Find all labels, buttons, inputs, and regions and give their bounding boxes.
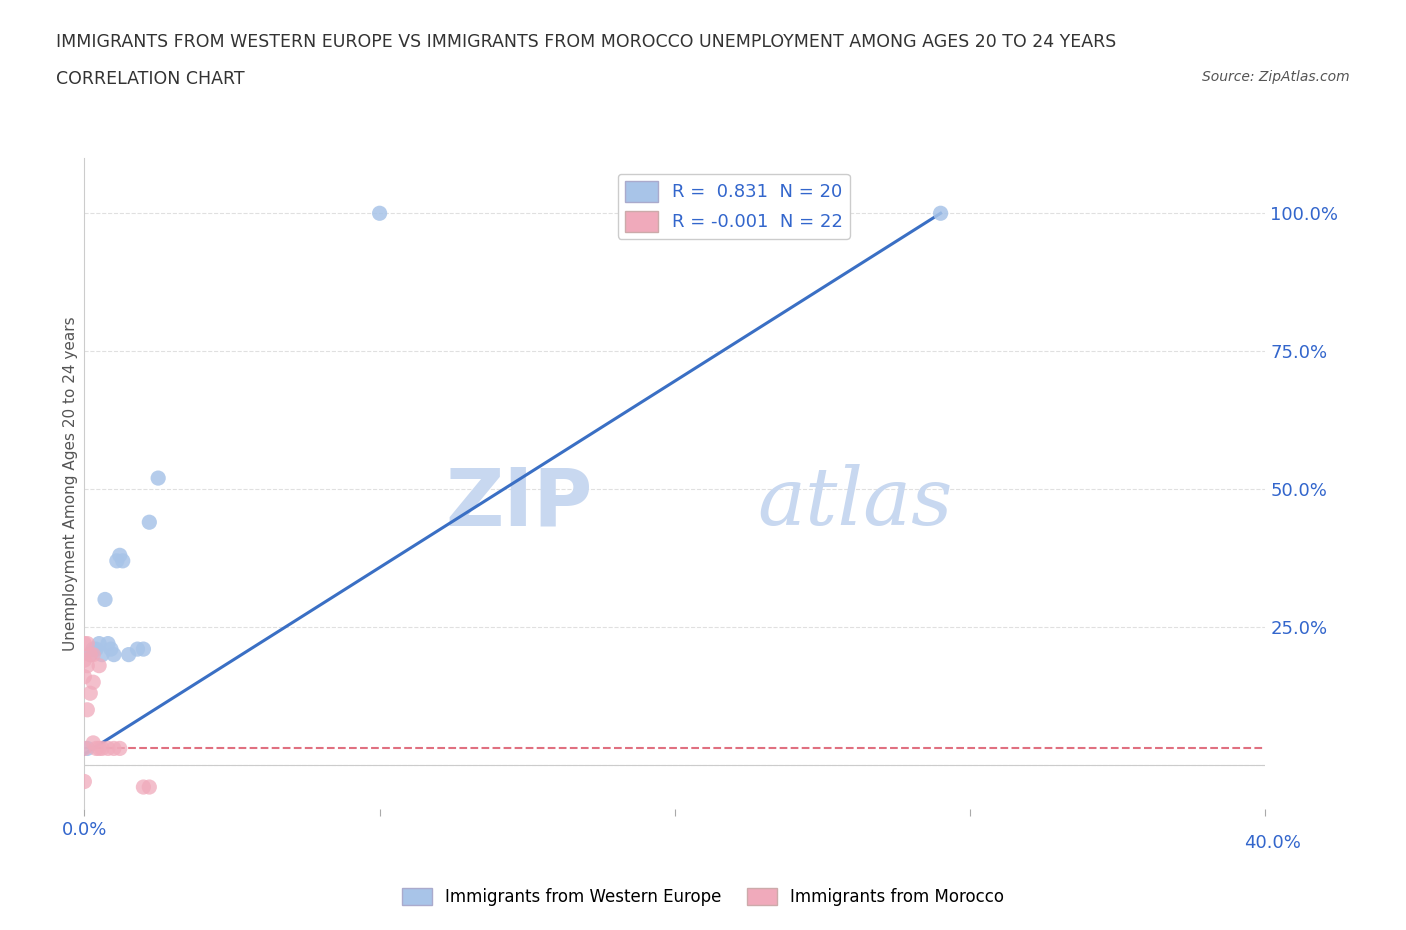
Point (73, 636, 96, 651)
Text: ZIP: ZIP (444, 464, 592, 542)
Point (73, 774, 96, 789)
Point (82, 647, 104, 662)
Point (84, 741, 107, 756)
Point (82, 736, 104, 751)
Point (103, 741, 125, 756)
Text: 40.0%: 40.0% (1244, 834, 1301, 852)
Point (82, 675, 104, 690)
Text: atlas: atlas (758, 464, 953, 542)
Point (79, 647, 101, 662)
Legend: Immigrants from Western Europe, Immigrants from Morocco: Immigrants from Western Europe, Immigran… (395, 881, 1011, 912)
Point (84, 642, 107, 657)
Legend: R =  0.831  N = 20, R = -0.001  N = 22: R = 0.831 N = 20, R = -0.001 N = 22 (617, 174, 851, 239)
Point (76, 658, 98, 673)
Point (97, 636, 120, 651)
Point (94, 592, 117, 607)
Text: Source: ZipAtlas.com: Source: ZipAtlas.com (1202, 70, 1350, 84)
Point (76, 636, 98, 651)
Point (148, 471, 170, 485)
Point (87, 741, 111, 756)
Point (111, 553, 134, 568)
Point (82, 642, 104, 657)
Text: IMMIGRANTS FROM WESTERN EUROPE VS IMMIGRANTS FROM MOROCCO UNEMPLOYMENT AMONG AGE: IMMIGRANTS FROM WESTERN EUROPE VS IMMIGR… (56, 33, 1116, 50)
Point (929, 206, 952, 220)
Point (97, 741, 120, 756)
Point (91, 647, 114, 662)
Point (79, 647, 101, 662)
Point (105, 553, 128, 568)
Point (108, 548, 131, 563)
Point (79, 685, 101, 700)
Point (138, 515, 160, 530)
Point (76, 702, 98, 717)
Point (76, 741, 98, 756)
Point (108, 741, 131, 756)
Point (91, 741, 114, 756)
Text: CORRELATION CHART: CORRELATION CHART (56, 70, 245, 87)
Y-axis label: Unemployment Among Ages 20 to 24 years: Unemployment Among Ages 20 to 24 years (63, 316, 77, 651)
Point (73, 670, 96, 684)
Point (118, 647, 141, 662)
Point (73, 741, 96, 756)
Point (103, 647, 125, 662)
Point (73, 653, 96, 668)
Point (100, 642, 122, 657)
Point (132, 779, 155, 794)
Point (368, 206, 391, 220)
Point (87, 658, 111, 673)
Point (127, 642, 149, 657)
Point (138, 779, 160, 794)
Point (132, 642, 155, 657)
Point (87, 636, 111, 651)
